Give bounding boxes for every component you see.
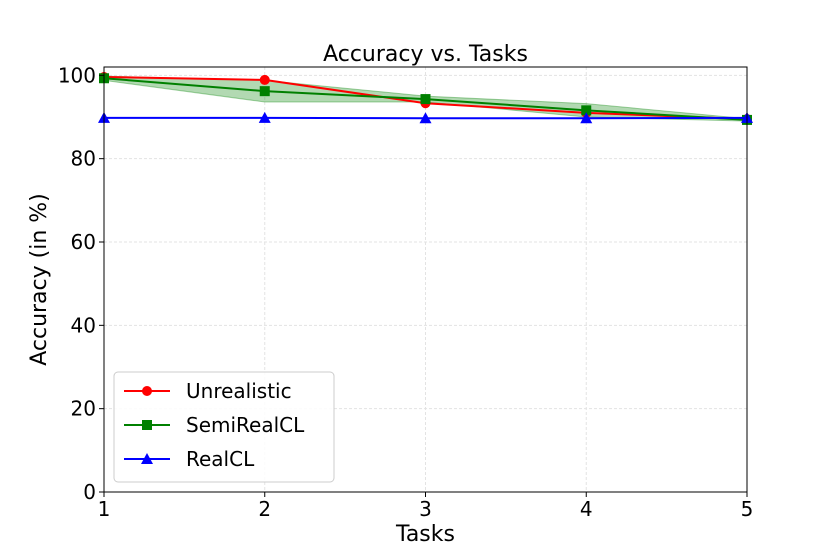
semirealcl-point <box>259 86 270 97</box>
semirealcl-point <box>581 105 592 116</box>
legend-marker-realcl <box>141 453 153 464</box>
y-tick-label: 80 <box>71 147 96 171</box>
unrealistic-point <box>259 74 270 85</box>
y-tick-label: 20 <box>71 397 96 421</box>
legend-label-realcl: RealCL <box>186 447 255 471</box>
y-tick-label: 100 <box>58 63 96 87</box>
y-axis-label: Accuracy (in %) <box>27 193 52 366</box>
y-tick-label: 60 <box>71 230 96 254</box>
axis-ticks: 1 2 3 4 5 0 20 40 60 80 100 <box>58 63 754 521</box>
legend-box <box>113 371 335 483</box>
y-tick-label: 40 <box>71 313 96 337</box>
x-tick-label: 1 <box>98 497 111 521</box>
legend-label-unrealistic: Unrealistic <box>186 379 292 403</box>
x-tick-label: 2 <box>258 497 271 521</box>
chart-title: Accuracy vs. Tasks <box>323 42 528 67</box>
realcl-point <box>419 112 432 124</box>
y-tick-label: 0 <box>83 480 96 504</box>
x-axis-label: Tasks <box>395 522 455 547</box>
legend-label-semirealcl: SemiRealCL <box>186 413 305 437</box>
x-tick-label: 4 <box>580 497 593 521</box>
legend-marker-semirealcl <box>142 420 152 430</box>
x-tick-label: 5 <box>741 497 754 521</box>
legend-marker-unrealistic <box>142 386 152 396</box>
realcl-point <box>580 112 593 124</box>
legend: Unrealistic SemiRealCL RealCL <box>113 371 335 483</box>
x-tick-label: 3 <box>419 497 432 521</box>
realcl-point <box>258 111 271 123</box>
semirealcl-point <box>420 94 431 105</box>
